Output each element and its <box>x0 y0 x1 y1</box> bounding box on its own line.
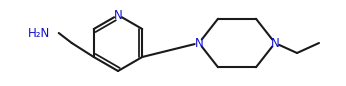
Text: H₂N: H₂N <box>27 26 50 39</box>
Text: N: N <box>194 36 203 50</box>
Text: N: N <box>113 9 122 22</box>
Text: N: N <box>271 36 279 50</box>
